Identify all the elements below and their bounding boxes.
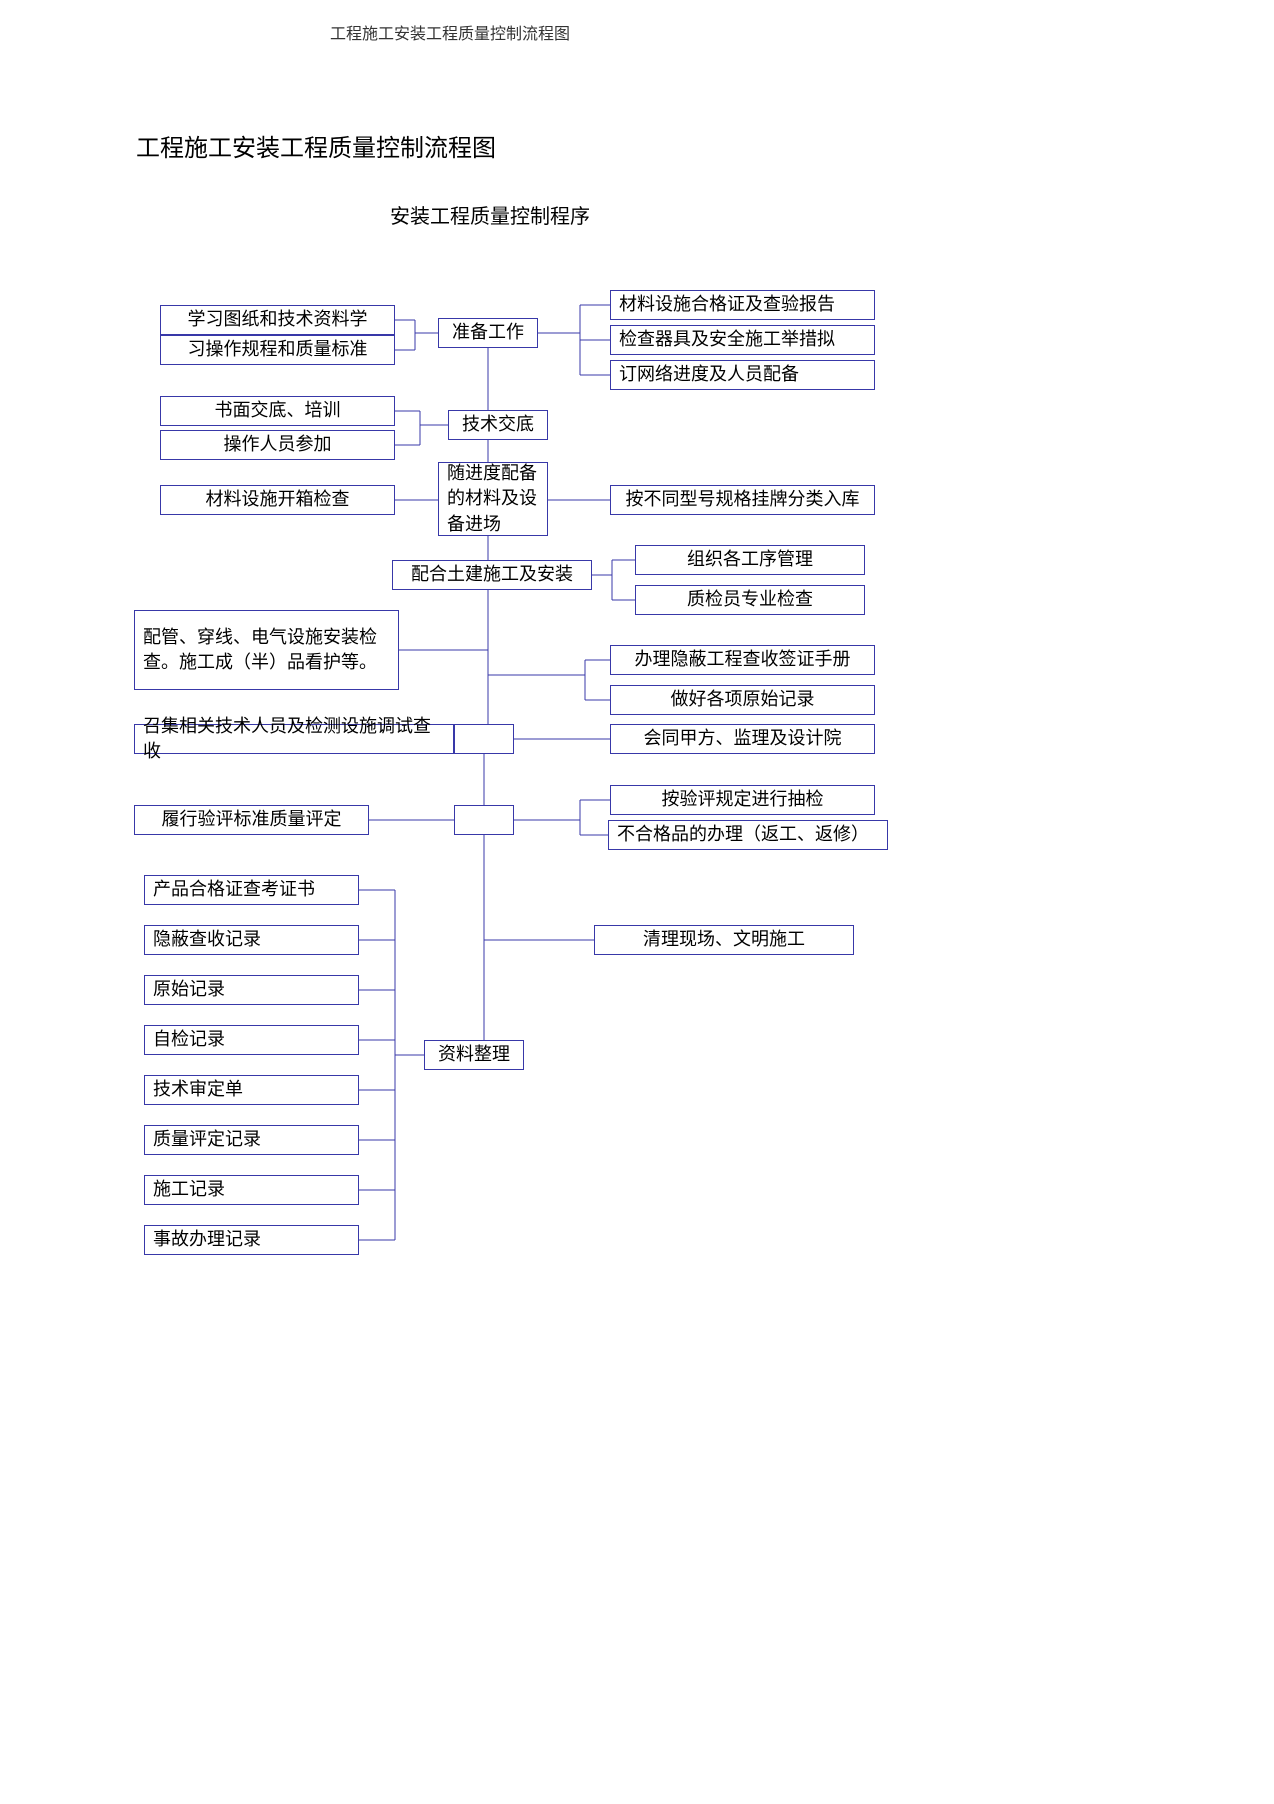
node-n11: 随进度配备的材料及设备进场 [438,462,548,536]
node-n32: 施工记录 [144,1175,359,1205]
node-n34: 资料整理 [424,1040,524,1070]
node-n33: 事故办理记录 [144,1225,359,1255]
node-n15: 质检员专业检查 [635,585,865,615]
node-n4: 材料设施合格证及查验报告 [610,290,875,320]
node-n7: 书面交底、培训 [160,396,395,426]
node-n1: 学习图纸和技术资料学 [160,305,395,335]
node-n27: 隐蔽查收记录 [144,925,359,955]
node-n8: 操作人员参加 [160,430,395,460]
node-n14: 组织各工序管理 [635,545,865,575]
node-n29: 自检记录 [144,1025,359,1055]
node-n30: 技术审定单 [144,1075,359,1105]
doc-subtitle: 安装工程质量控制程序 [390,200,590,229]
node-n17: 办理隐蔽工程查收签证手册 [610,645,875,675]
node-n28: 原始记录 [144,975,359,1005]
node-n20 [454,724,514,754]
node-n16: 配管、穿线、电气设施安装检查。施工成（半）品看护等。 [134,610,399,690]
node-n24: 按验评规定进行抽检 [610,785,875,815]
node-n31: 质量评定记录 [144,1125,359,1155]
flowchart-page: 工程施工安装工程质量控制流程图 工程施工安装工程质量控制流程图 安装工程质量控制… [0,0,1274,1804]
doc-title: 工程施工安装工程质量控制流程图 [136,128,496,163]
node-n9: 技术交底 [448,410,548,440]
node-n2: 习操作规程和质量标准 [160,335,395,365]
node-n19: 召集相关技术人员及检测设施调试查收 [134,724,454,754]
node-n25: 不合格品的办理（返工、返修） [608,820,888,850]
node-n35: 清理现场、文明施工 [594,925,854,955]
page-header: 工程施工安装工程质量控制流程图 [330,20,570,44]
node-n5: 检查器具及安全施工举措拟 [610,325,875,355]
node-n10: 材料设施开箱检查 [160,485,395,515]
node-n23 [454,805,514,835]
node-n13: 配合土建施工及安装 [392,560,592,590]
node-n21: 会同甲方、监理及设计院 [610,724,875,754]
node-n18: 做好各项原始记录 [610,685,875,715]
node-n6: 订网络进度及人员配备 [610,360,875,390]
node-n26: 产品合格证查考证书 [144,875,359,905]
node-n12: 按不同型号规格挂牌分类入库 [610,485,875,515]
node-n3: 准备工作 [438,318,538,348]
node-n22: 履行验评标准质量评定 [134,805,369,835]
